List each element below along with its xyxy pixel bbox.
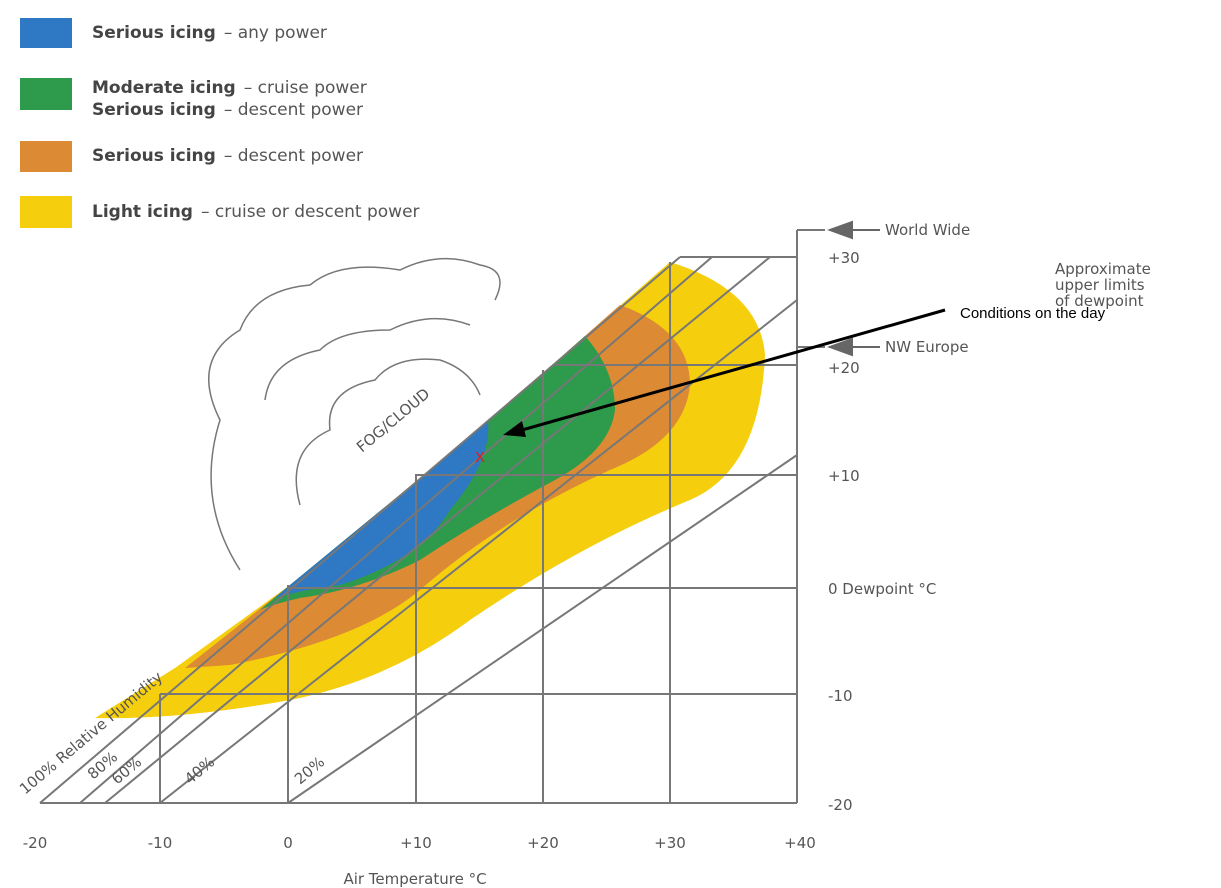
- temperature-label: +40: [784, 834, 816, 852]
- legend-desc: – any power: [224, 23, 327, 43]
- legend-label: Serious icing: [92, 146, 216, 166]
- dewpoint-label: -20: [828, 796, 853, 814]
- dewpoint-label: +10: [828, 467, 860, 485]
- legend-label: Moderate icing: [92, 78, 236, 98]
- icing-chart: Serious icing– any powerModerate icing– …: [0, 0, 1221, 888]
- legend-desc: – cruise power: [244, 78, 367, 98]
- swatch: [20, 18, 72, 48]
- temperature-label: 0: [283, 834, 293, 852]
- swatch: [20, 78, 72, 110]
- temperature-label: -10: [148, 834, 173, 852]
- dewpoint-label: 0 Dewpoint °C: [828, 580, 936, 598]
- limit-label: NW Europe: [885, 338, 969, 356]
- limit-label: World Wide: [885, 221, 970, 239]
- temperature-label: +20: [527, 834, 559, 852]
- legend-desc: – cruise or descent power: [201, 202, 420, 222]
- legend-label: Serious icing: [92, 23, 216, 43]
- legend-desc: – descent power: [224, 146, 363, 166]
- legend-desc: – descent power: [224, 100, 363, 120]
- swatch: [20, 196, 72, 228]
- temperature-label: +30: [654, 834, 686, 852]
- dewpoint-label: +20: [828, 359, 860, 377]
- legend-label: Serious icing: [92, 100, 216, 120]
- conditions-marker: X: [475, 449, 485, 466]
- fog-label: FOG/CLOUD: [353, 385, 433, 456]
- dewpoint-label: -10: [828, 687, 853, 705]
- humidity-label: 20%: [291, 753, 328, 788]
- swatch: [20, 141, 72, 172]
- temperature-label: -20: [23, 834, 48, 852]
- annotation: Conditions on the day: [960, 305, 1106, 322]
- temperature-label: +10: [400, 834, 432, 852]
- dewpoint-label: +30: [828, 249, 860, 267]
- legend-label: Light icing: [92, 202, 193, 222]
- x-axis-title: Air Temperature °C: [343, 870, 486, 888]
